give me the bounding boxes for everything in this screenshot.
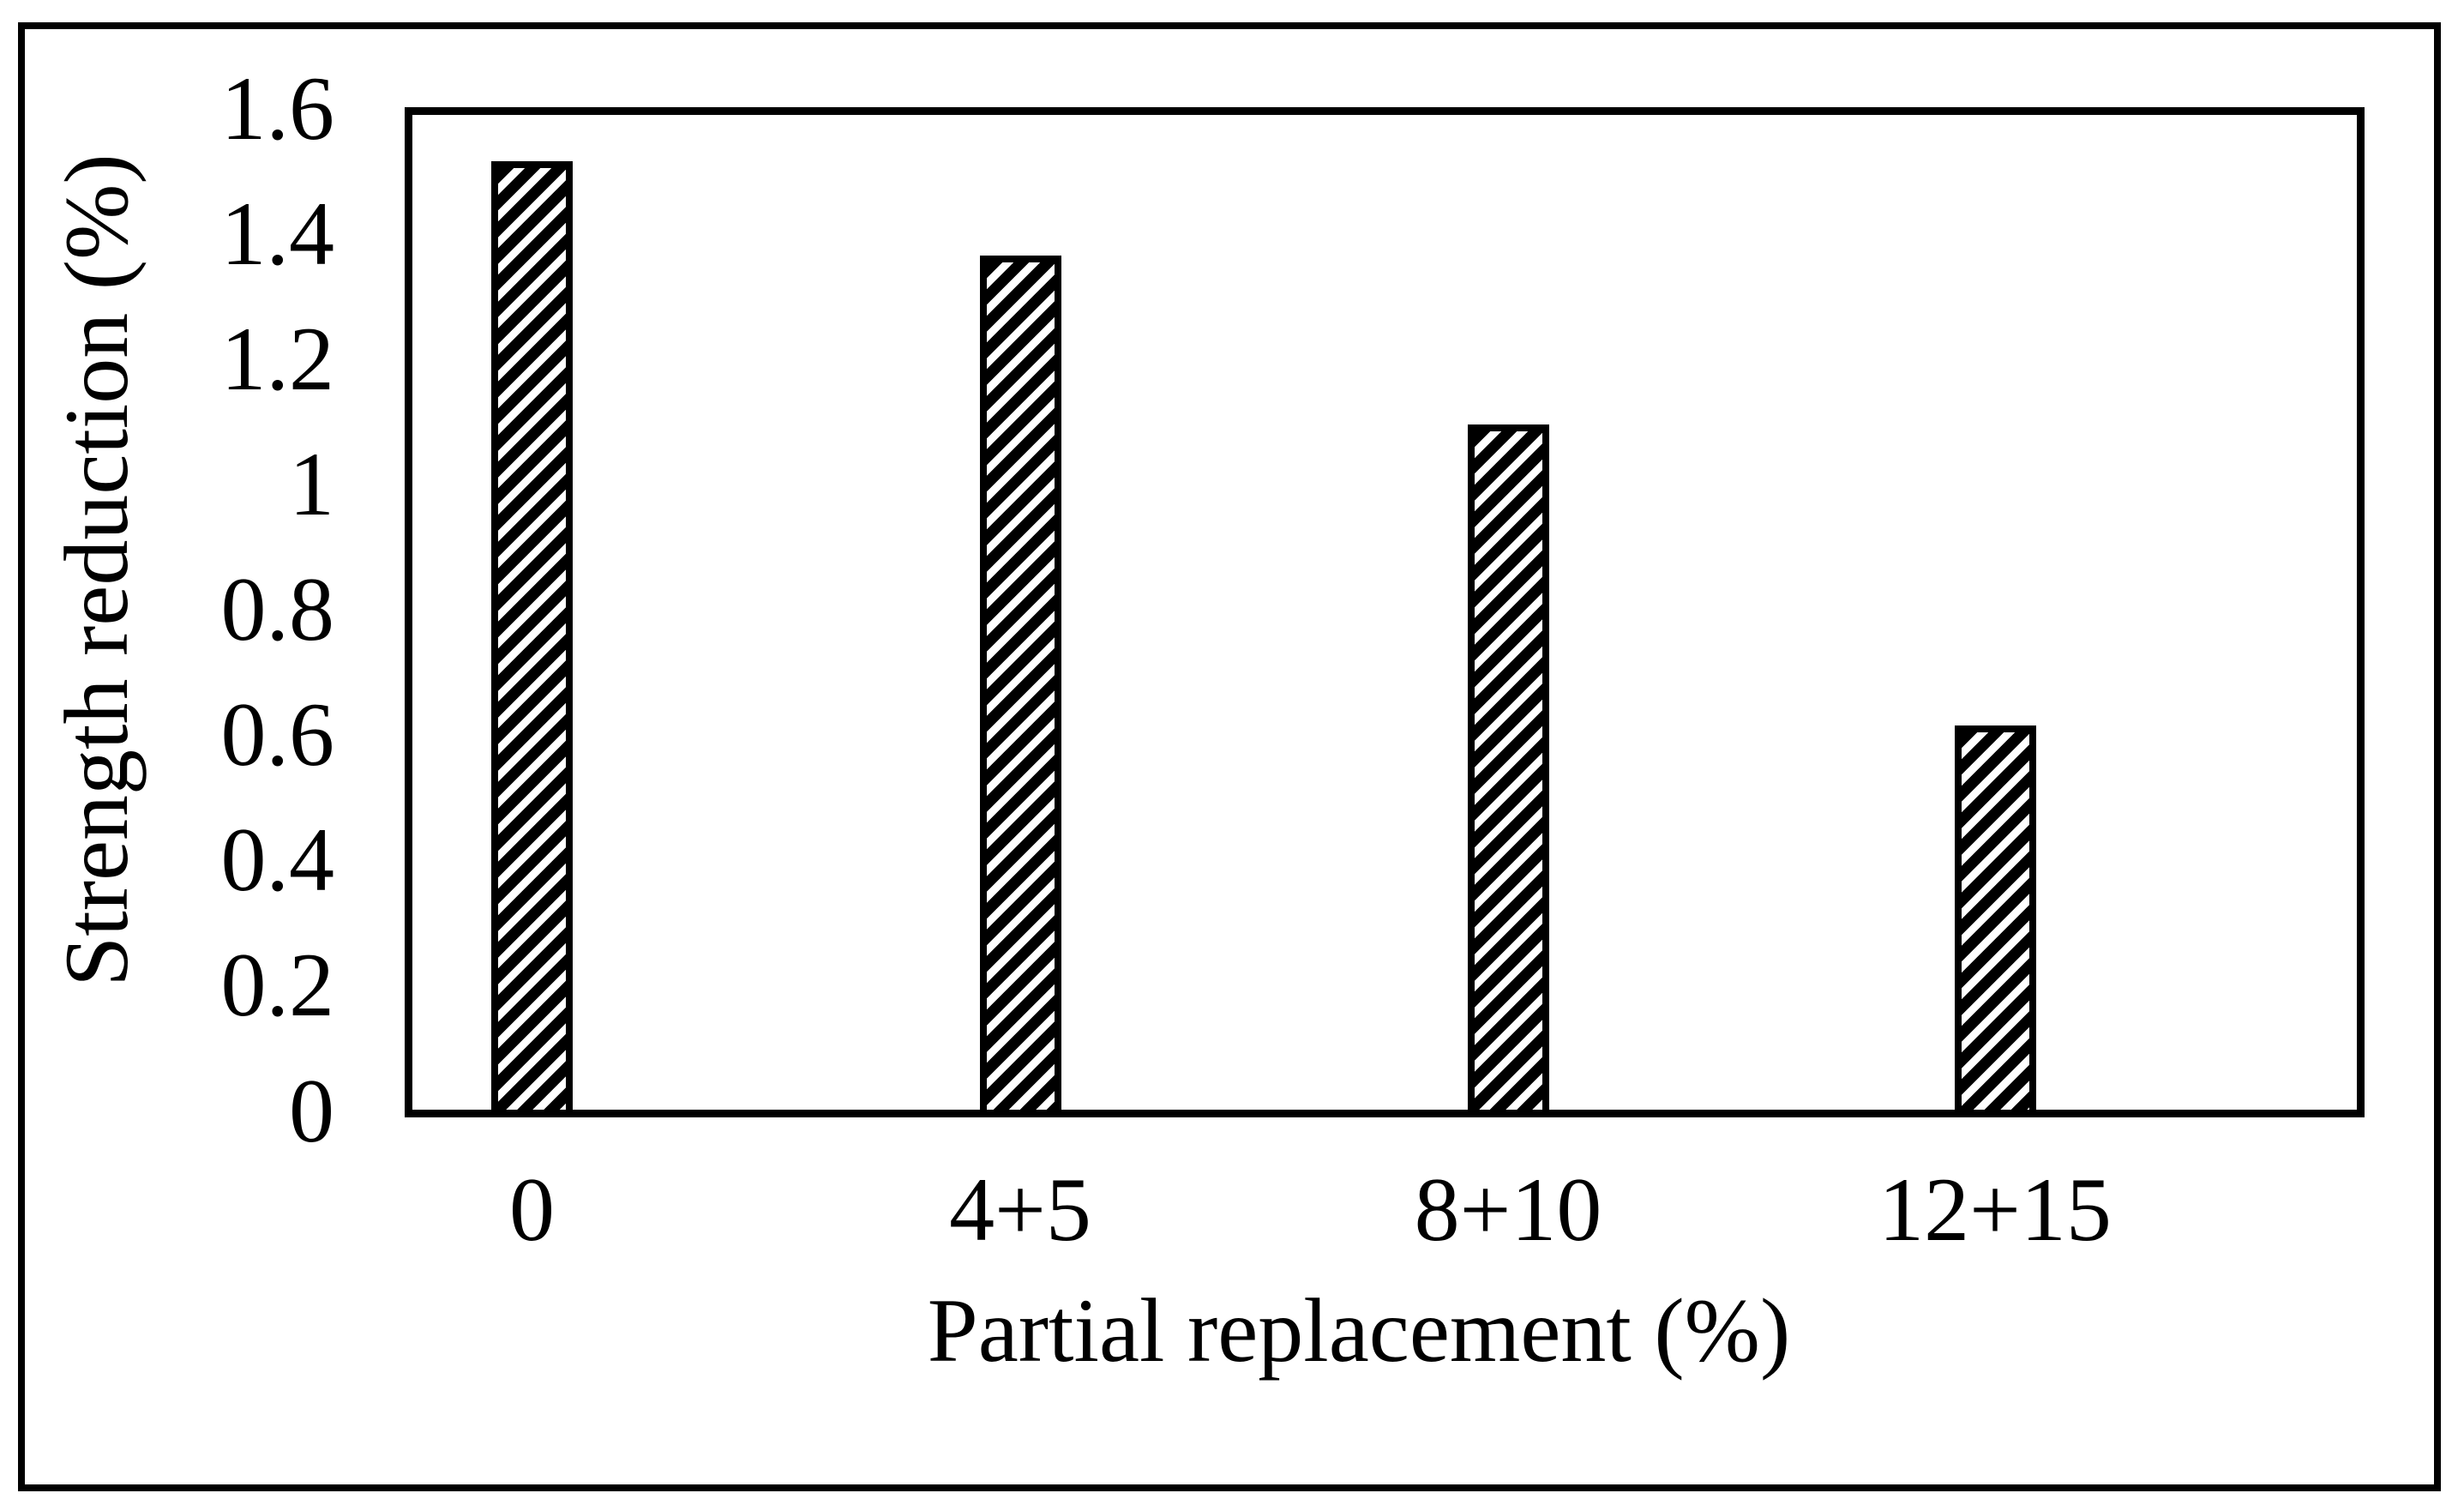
y-tick-label: 1.4 — [220, 183, 335, 284]
y-tick-label: 0.8 — [220, 559, 335, 659]
x-axis-title: Partial replacement (%) — [927, 1280, 1791, 1381]
x-category-label: 8+10 — [1414, 1159, 1602, 1260]
y-axis-title: Strength reduction (%) — [46, 154, 147, 987]
x-category-label: 12+15 — [1878, 1159, 2112, 1260]
y-tick-label: 1 — [289, 433, 334, 534]
plot-area — [405, 107, 2365, 1117]
figure-border — [18, 22, 2441, 1491]
x-category-label: 4+5 — [949, 1159, 1091, 1260]
y-tick-label: 1.6 — [220, 57, 335, 159]
bar-4+5 — [979, 255, 1061, 1117]
x-category-label: 0 — [509, 1159, 555, 1260]
y-tick-label: 1.2 — [220, 308, 335, 409]
y-tick-label: 0 — [289, 1060, 334, 1161]
y-tick-label: 0.2 — [220, 935, 335, 1036]
y-tick-label: 0.4 — [220, 810, 335, 911]
y-tick-label: 0.6 — [220, 684, 335, 786]
